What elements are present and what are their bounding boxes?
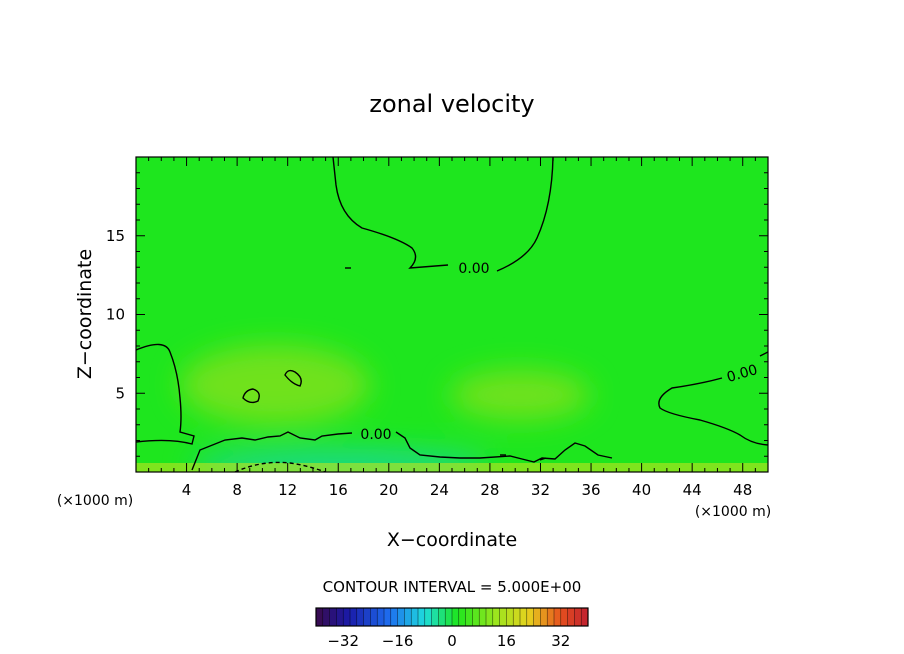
x-tick-label: 16 xyxy=(329,481,348,499)
plot-area: 0.00 0.00 0.00 xyxy=(136,157,768,472)
colorbar-segment xyxy=(574,608,582,626)
colorbar-segment xyxy=(370,608,378,626)
colorbar-tick-label: 0 xyxy=(447,632,457,650)
contour-line xyxy=(395,431,613,463)
colorbar-segment xyxy=(486,608,494,626)
x-tick-label: 20 xyxy=(379,481,398,499)
positive-velocity-region xyxy=(450,370,590,420)
colorbar-tick-label: 32 xyxy=(551,632,570,650)
colorbar-segment xyxy=(336,608,344,626)
colorbar xyxy=(315,608,589,626)
x-tick-label: 32 xyxy=(531,481,550,499)
contour-label: 0.00 xyxy=(458,261,489,277)
colorbar-segment xyxy=(458,608,466,626)
colorbar-segment xyxy=(452,608,460,626)
y-axis-label: Z−coordinate xyxy=(74,249,96,379)
surface-band xyxy=(136,463,768,472)
colorbar-segment xyxy=(411,608,419,626)
x-tick-label: 24 xyxy=(430,481,449,499)
colorbar-segment xyxy=(554,608,562,626)
colorbar-segment xyxy=(356,608,364,626)
closed-contour xyxy=(284,369,302,387)
colorbar-segment xyxy=(567,608,575,626)
colorbar-segment xyxy=(377,608,385,626)
field-background xyxy=(136,157,768,472)
colorbar-segment xyxy=(560,608,568,626)
y-axis-tick-labels: 5 10 15 xyxy=(106,227,125,403)
colorbar-segment xyxy=(581,608,589,626)
positive-velocity-region xyxy=(180,345,370,425)
x-tick-label: 8 xyxy=(232,481,242,499)
contour-line xyxy=(539,457,547,461)
x-unit-label-left: (×1000 m) xyxy=(57,493,133,509)
colorbar-segment xyxy=(526,608,534,626)
colorbar-segment xyxy=(343,608,351,626)
chart-title: zonal velocity xyxy=(369,90,534,118)
y-tick-label: 15 xyxy=(106,227,125,245)
colorbar-segment xyxy=(316,608,324,626)
negative-contour xyxy=(234,461,326,472)
contour-line xyxy=(332,157,449,269)
colorbar-tick-label: 16 xyxy=(497,632,516,650)
colorbar-segment xyxy=(547,608,555,626)
colorbar-segment xyxy=(472,608,480,626)
colorbar-segment xyxy=(499,608,507,626)
colorbar-segment xyxy=(404,608,412,626)
x-tick-label: 28 xyxy=(480,481,499,499)
colorbar-segment xyxy=(350,608,358,626)
colorbar-segment xyxy=(418,608,426,626)
colorbar-tick-label: −32 xyxy=(327,632,359,650)
x-unit-label-right: (×1000 m) xyxy=(695,504,771,520)
x-tick-label: 44 xyxy=(683,481,702,499)
contour-line xyxy=(658,377,768,446)
colorbar-segment xyxy=(445,608,453,626)
colorbar-segment xyxy=(397,608,405,626)
colorbar-segment xyxy=(390,608,398,626)
colorbar-segment xyxy=(506,608,514,626)
x-tick-label: 36 xyxy=(581,481,600,499)
colorbar-segment xyxy=(438,608,446,626)
colorbar-tick-labels: −32 −16 0 16 32 xyxy=(327,632,570,650)
contour-interval-text: CONTOUR INTERVAL = 5.000E+00 xyxy=(323,578,582,596)
colorbar-segment xyxy=(363,608,371,626)
x-tick-label: 12 xyxy=(278,481,297,499)
colorbar-segment xyxy=(424,608,432,626)
x-axis-label: X−coordinate xyxy=(387,529,517,551)
colorbar-segment xyxy=(492,608,500,626)
axis-ticks xyxy=(136,157,768,472)
colorbar-segment xyxy=(540,608,548,626)
colorbar-segment xyxy=(322,608,330,626)
x-axis-tick-labels: 4 8 12 16 20 24 28 32 36 40 44 48 xyxy=(182,481,752,499)
zero-contours xyxy=(136,157,768,472)
contour-line xyxy=(136,343,195,445)
contour-label: 0.00 xyxy=(360,427,391,443)
colorbar-segment xyxy=(533,608,541,626)
colorbar-segment xyxy=(513,608,521,626)
colorbar-segment xyxy=(431,608,439,626)
x-tick-label: 40 xyxy=(632,481,651,499)
closed-contour xyxy=(242,388,260,404)
colorbar-segment xyxy=(384,608,392,626)
y-tick-label: 10 xyxy=(106,306,125,324)
colorbar-segment xyxy=(329,608,337,626)
contour-line xyxy=(759,351,768,357)
x-tick-label: 48 xyxy=(733,481,752,499)
colorbar-segment xyxy=(520,608,528,626)
colorbar-segment xyxy=(465,608,473,626)
contour-line xyxy=(496,157,554,272)
y-tick-label: 5 xyxy=(115,384,125,402)
contour-line xyxy=(191,431,353,471)
colorbar-frame xyxy=(315,607,589,627)
colorbar-segment xyxy=(479,608,487,626)
x-tick-label: 4 xyxy=(182,481,192,499)
colorbar-tick-label: −16 xyxy=(382,632,414,650)
